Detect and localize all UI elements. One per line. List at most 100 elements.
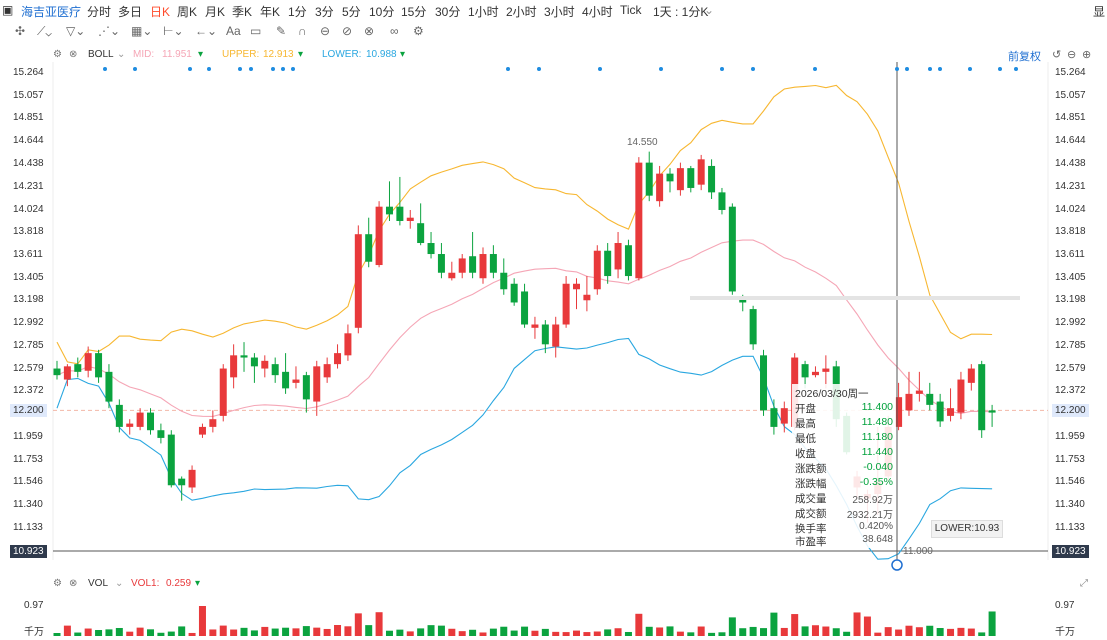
price-tick-label: 12.372 (1055, 385, 1086, 397)
candle-body (178, 478, 186, 486)
link-icon[interactable]: ∞ (390, 24, 399, 38)
price-tick-label: 15.057 (13, 89, 44, 101)
volume-bar (365, 625, 373, 636)
tab-5min[interactable]: 5分 (342, 5, 361, 19)
tab-fenshi[interactable]: 分时 (87, 5, 112, 19)
eye-icon[interactable]: ⊖ (320, 24, 331, 38)
ray-icon[interactable]: ▽⌄ (66, 24, 86, 38)
price-tick-label: 11.959 (13, 430, 43, 442)
period-select[interactable]: 1天 : 1分K (653, 5, 709, 19)
bar-chart-icon[interactable]: ▦⌄ (131, 24, 153, 38)
arrow-icon[interactable]: ←⌄ (195, 24, 218, 38)
tab-zhouk[interactable]: 周K (177, 5, 198, 19)
volume-bar (884, 627, 892, 636)
candle-body (63, 366, 71, 380)
tab-yuek[interactable]: 月K (205, 5, 226, 19)
volume-bar (521, 626, 529, 636)
candlestick-chart[interactable] (0, 62, 1107, 574)
tab-1min[interactable]: 1分 (288, 5, 307, 19)
candle-body (105, 371, 113, 402)
volume-bar (947, 628, 955, 636)
pencil-icon[interactable]: ✎ (276, 24, 287, 38)
vol-indicator-name[interactable]: VOL (88, 578, 109, 589)
gear-icon[interactable]: ⚙ (53, 49, 62, 60)
candle-body (801, 364, 809, 378)
indicator-name[interactable]: BOLL (88, 49, 114, 60)
candle-body (427, 243, 435, 255)
upper-chevron-icon[interactable]: ▾ (298, 49, 304, 60)
chevron-down-icon[interactable]: ⌄ (117, 49, 126, 60)
expand-icon[interactable]: ⤢ (1080, 578, 1088, 589)
tab-tick[interactable]: Tick (620, 3, 642, 17)
candle-body (219, 368, 227, 416)
tab-rik[interactable]: 日K (150, 5, 171, 19)
pattern-icon[interactable]: ⋰⌄ (98, 24, 121, 38)
volume-bar (593, 631, 601, 636)
magnet-icon[interactable]: ∩ (298, 24, 307, 38)
chevron-down-icon[interactable]: ⌄ (704, 3, 715, 17)
mid-chevron-icon[interactable]: ▾ (198, 49, 204, 60)
volume-bar (905, 625, 913, 636)
candle-body (521, 291, 529, 325)
volume-bar (718, 632, 726, 636)
volume-bar (437, 625, 445, 636)
tab-2h[interactable]: 2小时 (506, 5, 537, 19)
lower-chevron-icon[interactable]: ▾ (400, 49, 406, 60)
adjust-button[interactable]: 前复权 (1008, 51, 1041, 63)
volume-bar (282, 627, 290, 636)
tab-niank[interactable]: 年K (260, 5, 281, 19)
stock-name[interactable]: 海吉亚医疗 (21, 5, 82, 19)
info-value: 38.648 (862, 534, 893, 545)
chevron-down-icon[interactable]: ⌄ (115, 578, 124, 589)
candle-body (53, 368, 61, 376)
tab-10min[interactable]: 10分 (369, 5, 395, 19)
candle-body (728, 206, 736, 292)
hide-icon[interactable]: ⊗ (364, 24, 375, 38)
crosshair-icon[interactable]: ✣ (15, 24, 26, 38)
close-icon[interactable]: ⊗ (69, 578, 78, 589)
candle-body (645, 162, 653, 196)
info-key: 成交额 (795, 508, 827, 520)
candle-body (261, 360, 269, 369)
signal-dot (291, 67, 295, 71)
tab-3min[interactable]: 3分 (315, 5, 334, 19)
candle-body (292, 379, 300, 383)
zoom-in-icon[interactable]: ⊕ (1082, 49, 1092, 61)
lock-icon[interactable]: ⊘ (342, 24, 353, 38)
undo-icon[interactable]: ↺ (1052, 49, 1062, 61)
text-icon[interactable]: Aa (226, 24, 241, 38)
volume-bar (344, 626, 352, 636)
tab-duori[interactable]: 多日 (118, 5, 143, 19)
tab-30min[interactable]: 30分 (435, 5, 461, 19)
volume-chart[interactable] (0, 596, 1107, 640)
tab-3h[interactable]: 3小时 (544, 5, 575, 19)
tab-15min[interactable]: 15分 (401, 5, 427, 19)
price-tick-label: 14.438 (1055, 157, 1086, 169)
note-icon[interactable]: ▭ (250, 24, 262, 38)
display-toggle[interactable]: 显 (1093, 5, 1106, 19)
candle-body (115, 404, 123, 427)
line-icon[interactable]: ⟋⌄ (37, 24, 52, 38)
candle-body (458, 258, 466, 273)
tab-jik[interactable]: 季K (232, 5, 253, 19)
gear-icon[interactable]: ⚙ (53, 578, 62, 589)
tab-4h[interactable]: 4小时 (582, 5, 613, 19)
menu-icon[interactable]: ▣ (2, 3, 14, 17)
settings-icon[interactable]: ⚙ (413, 24, 424, 38)
signal-dot (103, 67, 107, 71)
volume-bar (708, 632, 716, 636)
info-value: -0.35% (859, 476, 893, 488)
vol1-chevron-icon[interactable]: ▾ (195, 578, 201, 589)
close-icon[interactable]: ⊗ (69, 49, 78, 60)
candle-body (552, 324, 560, 347)
signal-dot (998, 67, 1002, 71)
volume-bar (739, 628, 747, 636)
crosshair-handle-icon[interactable] (891, 559, 903, 571)
zoom-out-icon[interactable]: ⊖ (1067, 49, 1077, 61)
volume-bar (697, 626, 705, 636)
info-value: -0.040 (863, 461, 893, 473)
candle-body (406, 217, 414, 221)
range-icon[interactable]: ⊢⌄ (163, 24, 184, 38)
tab-1h[interactable]: 1小时 (468, 5, 499, 19)
signal-dot (968, 67, 972, 71)
